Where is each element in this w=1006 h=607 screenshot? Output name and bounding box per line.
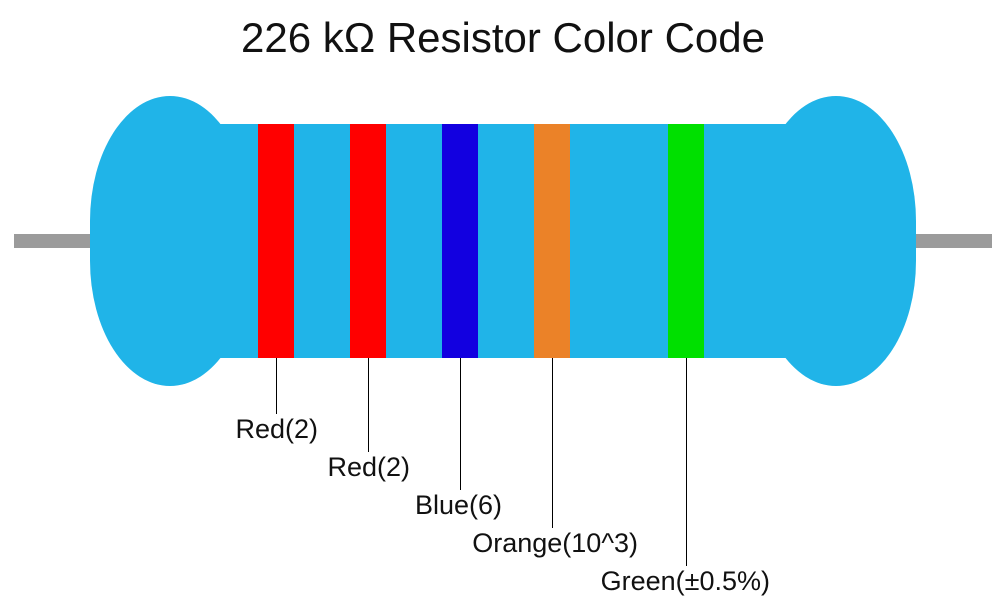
- band-2: [350, 124, 386, 358]
- band-1-callout-line: [276, 358, 277, 414]
- band-3: [442, 124, 478, 358]
- band-5-label: Green(±0.5%): [370, 566, 770, 597]
- band-3-label: Blue(6): [102, 490, 502, 521]
- band-5: [668, 124, 704, 358]
- band-4-label: Orange(10^3): [238, 528, 638, 559]
- resistor-color-code-diagram: 226 kΩ Resistor Color Code Red(2) Red(2) B…: [0, 0, 1006, 607]
- band-2-callout-line: [368, 358, 369, 452]
- band-3-callout-line: [460, 358, 461, 490]
- band-1: [258, 124, 294, 358]
- band-1-label: Red(2): [0, 414, 318, 445]
- band-2-label: Red(2): [10, 452, 410, 483]
- diagram-title: 226 kΩ Resistor Color Code: [0, 14, 1006, 62]
- band-4: [534, 124, 570, 358]
- band-5-callout-line: [686, 358, 687, 566]
- band-4-callout-line: [552, 358, 553, 528]
